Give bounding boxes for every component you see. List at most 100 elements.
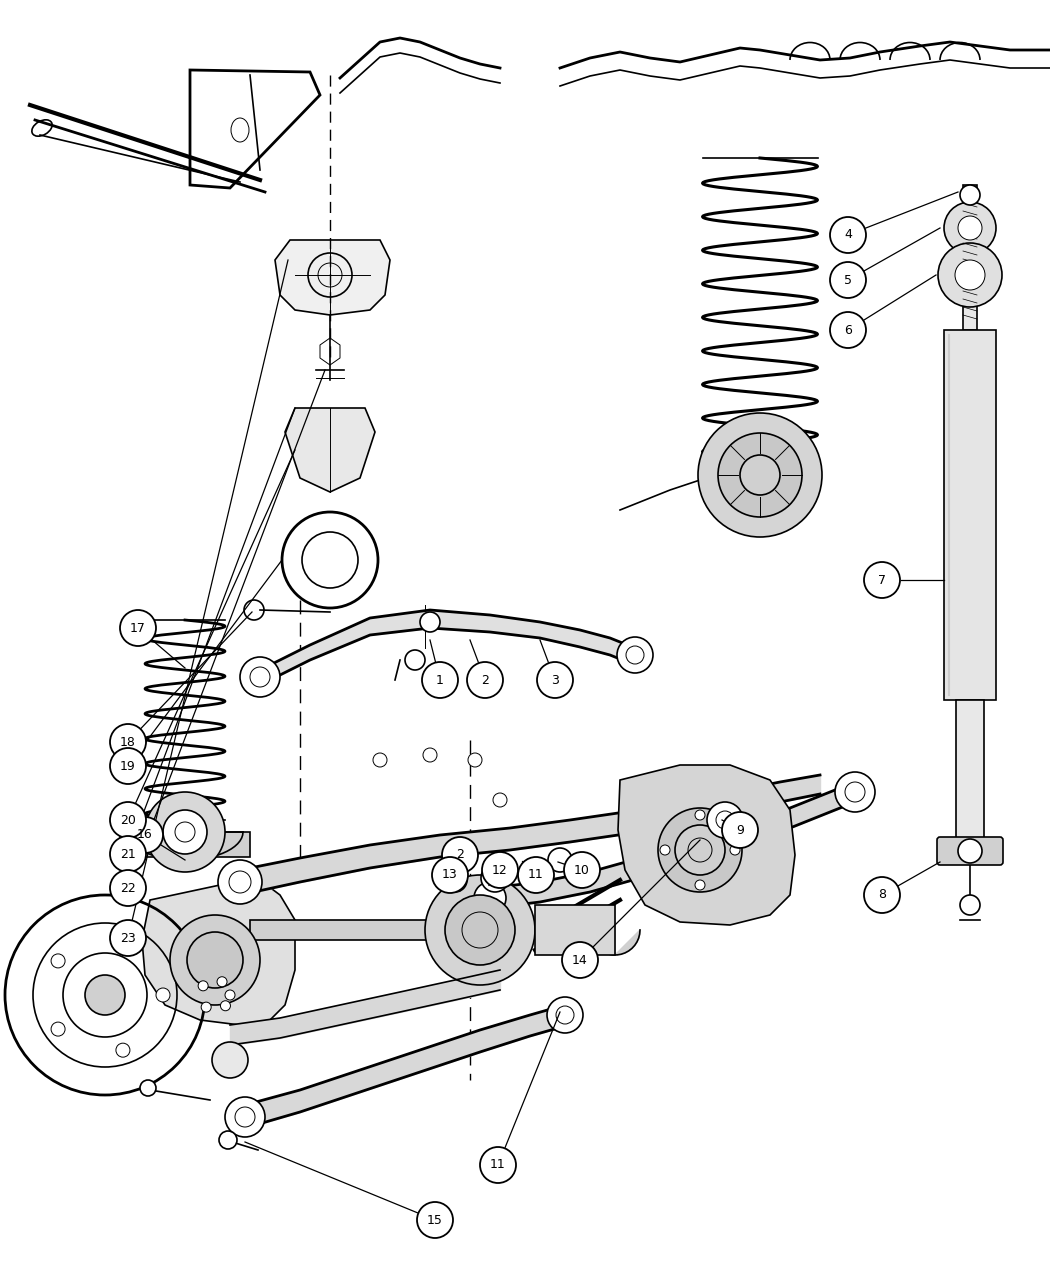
Text: 4: 4 [844, 228, 852, 241]
Circle shape [140, 1080, 156, 1096]
Circle shape [220, 1001, 230, 1011]
Text: 21: 21 [120, 848, 135, 861]
Bar [120, 833, 250, 857]
Circle shape [417, 1202, 453, 1238]
Circle shape [445, 895, 514, 965]
Text: 13: 13 [442, 868, 458, 881]
Circle shape [830, 261, 866, 298]
Text: 20: 20 [120, 813, 135, 826]
Circle shape [960, 185, 980, 205]
Circle shape [198, 980, 208, 991]
Circle shape [110, 836, 146, 872]
Circle shape [864, 877, 900, 913]
Circle shape [187, 932, 243, 988]
Circle shape [695, 810, 705, 820]
Text: 8: 8 [878, 889, 886, 901]
Circle shape [432, 857, 468, 892]
Circle shape [718, 434, 802, 516]
Circle shape [698, 413, 822, 537]
Text: 17: 17 [130, 621, 146, 635]
Circle shape [675, 825, 724, 875]
Circle shape [110, 870, 146, 907]
Text: 6: 6 [844, 324, 852, 337]
Text: 2: 2 [481, 673, 489, 686]
Circle shape [51, 1023, 65, 1037]
Circle shape [494, 793, 507, 807]
Circle shape [244, 601, 264, 620]
Circle shape [110, 921, 146, 956]
Circle shape [938, 244, 1002, 307]
Text: 2: 2 [456, 848, 464, 862]
Circle shape [240, 657, 280, 697]
Polygon shape [590, 905, 640, 955]
Circle shape [423, 748, 437, 762]
Circle shape [695, 880, 705, 890]
Circle shape [548, 848, 572, 872]
Circle shape [660, 845, 670, 856]
Circle shape [110, 802, 146, 838]
Circle shape [85, 975, 125, 1015]
Polygon shape [190, 70, 320, 187]
Bar [963, 185, 976, 330]
Text: 1: 1 [436, 673, 444, 686]
Bar [944, 330, 996, 700]
Text: 19: 19 [120, 760, 135, 773]
Circle shape [225, 1096, 265, 1137]
Circle shape [480, 1148, 516, 1183]
Circle shape [373, 754, 387, 768]
Circle shape [564, 852, 600, 887]
Circle shape [218, 861, 262, 904]
Circle shape [212, 1042, 248, 1077]
Circle shape [956, 260, 985, 289]
Text: 3: 3 [551, 673, 559, 686]
Bar [250, 921, 480, 940]
Circle shape [51, 954, 65, 968]
Circle shape [481, 864, 509, 892]
Circle shape [156, 988, 170, 1002]
Circle shape [425, 875, 536, 986]
Circle shape [120, 609, 156, 646]
Circle shape [562, 942, 598, 978]
Polygon shape [275, 240, 390, 315]
Circle shape [468, 754, 482, 768]
Circle shape [830, 217, 866, 252]
Circle shape [722, 812, 758, 848]
Circle shape [116, 933, 130, 947]
Polygon shape [320, 338, 340, 365]
Circle shape [830, 312, 866, 348]
Polygon shape [285, 408, 375, 492]
Circle shape [835, 771, 875, 812]
Text: 16: 16 [138, 829, 153, 842]
Circle shape [960, 895, 980, 915]
Polygon shape [618, 765, 795, 924]
Circle shape [944, 201, 996, 254]
Circle shape [405, 650, 425, 669]
Circle shape [163, 810, 207, 854]
Circle shape [547, 997, 583, 1033]
Text: 14: 14 [572, 954, 588, 966]
Text: 18: 18 [120, 736, 135, 748]
Circle shape [110, 724, 146, 760]
Circle shape [474, 882, 506, 914]
Circle shape [225, 989, 235, 1000]
FancyBboxPatch shape [937, 836, 1003, 864]
Text: 12: 12 [492, 863, 508, 876]
Text: 7: 7 [878, 574, 886, 586]
Text: 5: 5 [844, 274, 852, 287]
Circle shape [116, 1043, 130, 1057]
Circle shape [422, 662, 458, 697]
Circle shape [127, 817, 163, 853]
Circle shape [217, 977, 227, 987]
Circle shape [864, 562, 900, 598]
Text: 22: 22 [120, 881, 135, 895]
Bar [536, 905, 615, 955]
Circle shape [617, 638, 653, 673]
Circle shape [730, 845, 740, 856]
Bar [956, 700, 984, 840]
Circle shape [958, 215, 982, 240]
Circle shape [482, 852, 518, 887]
Circle shape [537, 662, 573, 697]
Circle shape [420, 612, 440, 632]
Circle shape [110, 748, 146, 784]
Circle shape [707, 802, 743, 838]
